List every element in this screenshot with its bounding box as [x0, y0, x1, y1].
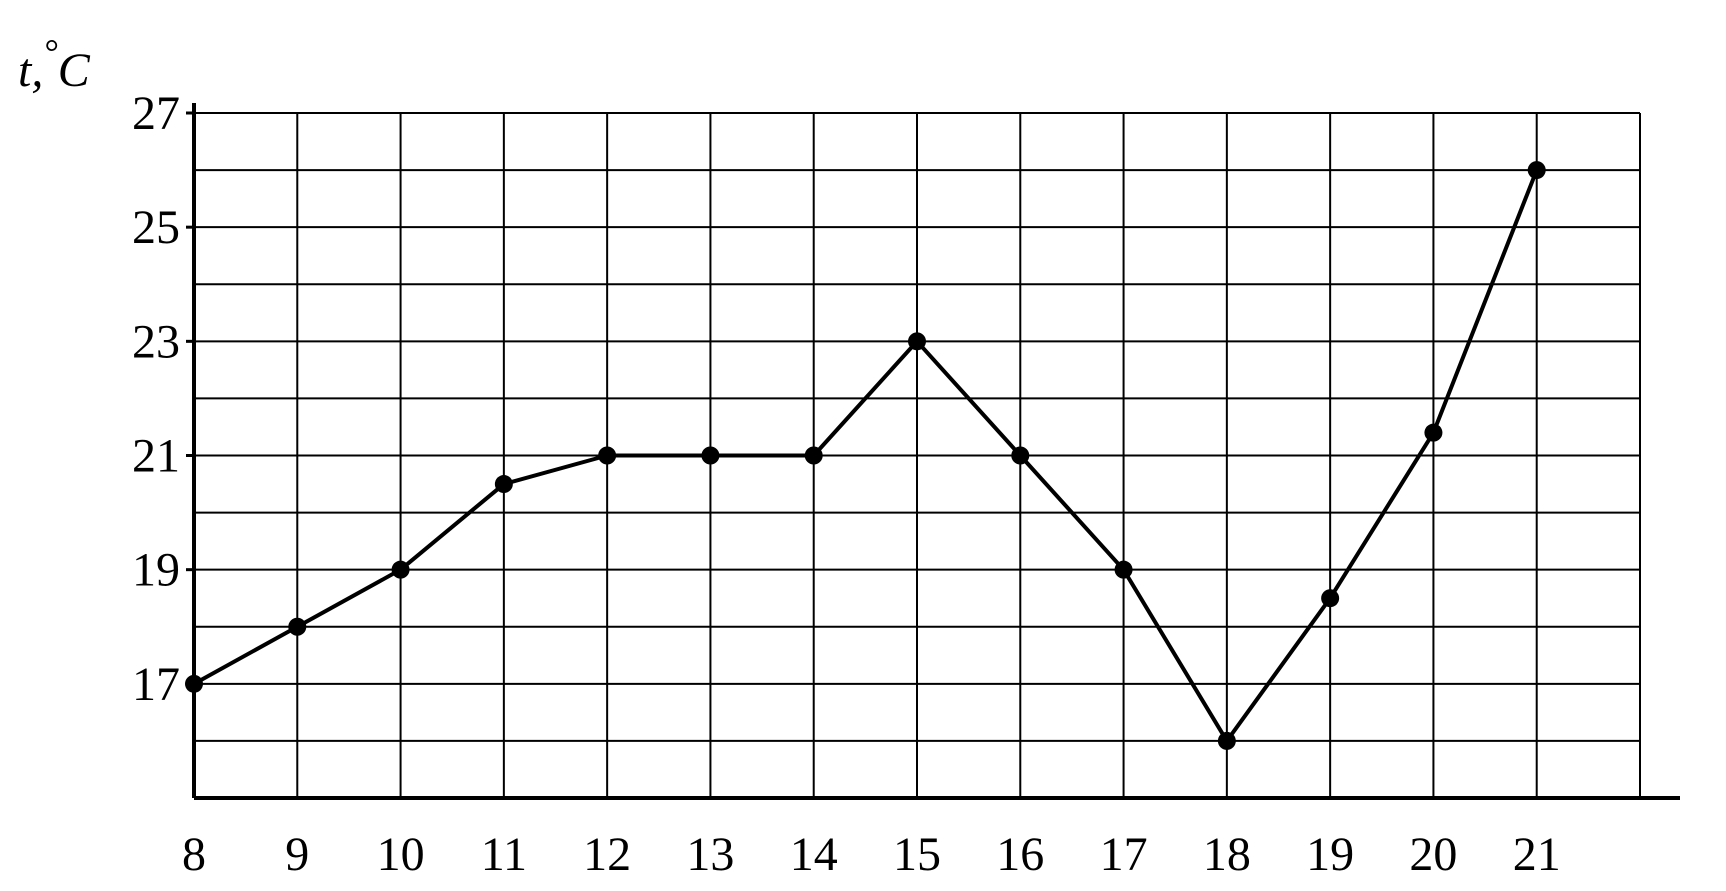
- y-tick-label: 21: [132, 430, 180, 483]
- axes: [186, 103, 1680, 800]
- x-tick-label: 17: [1100, 828, 1148, 881]
- series-line: [193, 169, 1539, 743]
- y-tick-label: 17: [132, 658, 180, 711]
- data-point: [1011, 446, 1030, 465]
- data-point: [185, 674, 203, 693]
- x-tick-label: 11: [481, 828, 527, 881]
- data-point: [598, 446, 617, 465]
- y-tick-label: 25: [132, 201, 180, 254]
- x-tick-label: 8: [182, 828, 206, 881]
- data-point: [1217, 731, 1236, 750]
- grid: [193, 112, 1641, 798]
- data-point: [1321, 589, 1340, 608]
- y-axis-title-degree: °: [43, 32, 57, 72]
- data-points: [185, 161, 1546, 750]
- x-tick-label: 20: [1409, 828, 1457, 881]
- x-tick-label: 10: [377, 828, 425, 881]
- data-point: [1114, 560, 1133, 579]
- x-tick-label: 16: [996, 828, 1044, 881]
- x-tick-label: 12: [583, 828, 631, 881]
- x-tick-label: 9: [285, 828, 309, 881]
- x-tick-label: 14: [790, 828, 838, 881]
- x-tick-label: 18: [1203, 828, 1251, 881]
- y-tick-label: 23: [132, 315, 180, 368]
- y-tick-label: 27: [132, 87, 180, 140]
- data-point: [391, 560, 410, 579]
- y-tick-label: 19: [132, 544, 180, 597]
- data-point: [1424, 423, 1443, 442]
- x-tick-label: 15: [893, 828, 941, 881]
- y-axis-title: t,°C: [18, 32, 91, 97]
- x-tick-labels: 8 9 10 11 12 13 14 15 16 17 18 19 20 21: [182, 828, 1561, 881]
- x-tick-label: 13: [686, 828, 734, 881]
- y-tick-labels: 17 19 21 23 25 27: [132, 87, 180, 711]
- y-axis-title-var: t,: [18, 44, 43, 97]
- data-point: [804, 446, 823, 465]
- series-line: [193, 169, 1539, 743]
- x-tick-label: 19: [1306, 828, 1354, 881]
- x-tick-label: 21: [1513, 828, 1561, 881]
- data-point: [701, 446, 720, 465]
- y-axis-title-unit: C: [58, 44, 91, 97]
- data-point: [1527, 161, 1546, 180]
- data-point: [494, 475, 513, 494]
- data-point: [908, 332, 926, 351]
- data-point: [288, 617, 307, 636]
